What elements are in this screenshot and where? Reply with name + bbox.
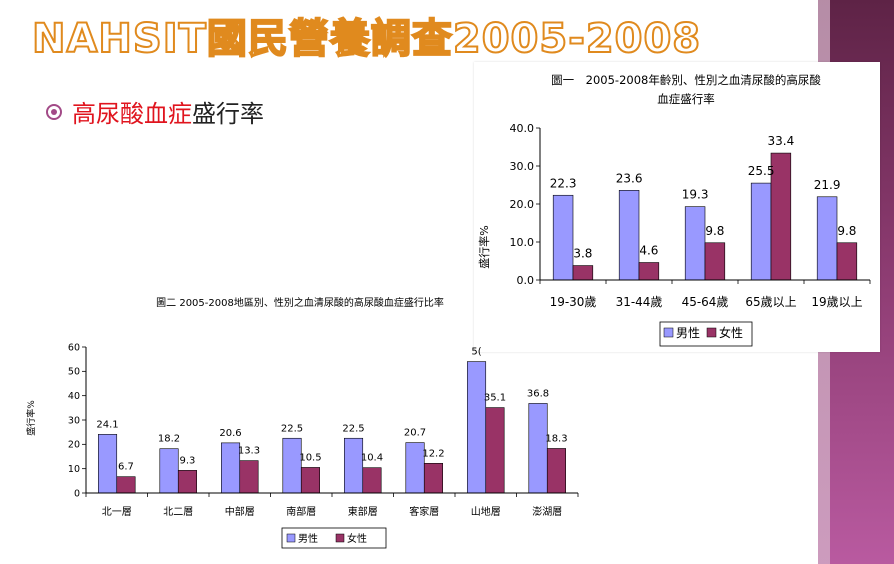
- c1-value-label: 9.8: [837, 224, 856, 238]
- chart1-legend-female: 女性: [719, 325, 743, 340]
- c2-value-label: 22.5: [281, 423, 303, 434]
- c2-bar-male: [98, 434, 118, 494]
- slide-title: NAHSIT國民營養調查2005-2008: [31, 15, 702, 63]
- c1-category-label: 65歲以上: [745, 295, 796, 309]
- c2-bar-male: [528, 403, 548, 494]
- c1-bar-female: [572, 265, 594, 281]
- c2-bar-male: [343, 437, 364, 494]
- chart1-legend-male-swatch: [663, 327, 674, 338]
- c2-bar-female: [239, 460, 259, 494]
- c2-value-label: 18.3: [545, 433, 567, 444]
- c2-value-label: 35.1: [484, 393, 506, 404]
- bullet-circle-icon: [46, 103, 62, 120]
- chart1-title-line2: 血症盛行率: [657, 92, 715, 106]
- bullet-point: 高尿酸血症盛行率: [46, 94, 264, 129]
- c2-bar-female: [546, 448, 567, 494]
- c1-category-label: 19歲以上: [811, 295, 862, 309]
- c2-bar-female: [423, 463, 444, 494]
- c1-bar-male: [552, 194, 574, 281]
- c2-value-label: 10.4: [361, 453, 383, 464]
- c1-value-label: 33.4: [768, 134, 795, 148]
- c2-bar-male: [159, 448, 179, 494]
- c2-bar-female: [362, 467, 382, 494]
- chart2-title: 圖二 2005-2008地區別、性別之血清尿酸的高尿酸血症盛行比率: [156, 296, 444, 309]
- c2-category-label: 北一層: [102, 506, 132, 518]
- c2-value-label: 22.5: [342, 423, 364, 434]
- chart2-legend-male: 男性: [298, 532, 318, 545]
- c2-bar-male: [466, 361, 487, 494]
- c2-ytick-label: 0: [74, 488, 80, 499]
- c2-value-label: 13.3: [238, 446, 260, 457]
- c1-category-label: 31-44歲: [616, 295, 663, 309]
- chart1: 圖一 2005-2008年齡別、性別之血清尿酸的高尿酸 血症盛行率 盛行率% 2…: [477, 73, 871, 347]
- c2-value-label: 12.2: [422, 448, 444, 459]
- c2-value-label: 6.7: [118, 462, 134, 473]
- c1-bar-male: [750, 182, 772, 281]
- c1-bar-female: [836, 242, 858, 281]
- c1-value-label: 22.3: [550, 176, 577, 190]
- c2-ytick-label: 50: [68, 367, 80, 378]
- c2-bar-female: [116, 476, 136, 494]
- c1-value-label: 23.6: [616, 171, 643, 185]
- c2-value-label: 36.8: [527, 388, 549, 399]
- c2-ytick-label: 40: [68, 391, 80, 402]
- c1-ytick-label: 20.0: [510, 198, 535, 211]
- c2-bar-female: [300, 467, 321, 494]
- c1-ytick-label: 40.0: [510, 122, 535, 135]
- c2-value-label: 20.7: [404, 428, 426, 439]
- c1-bar-female: [638, 262, 660, 281]
- c2-bar-female: [177, 470, 198, 494]
- c1-bar-female: [704, 242, 726, 281]
- c2-bar-male: [282, 437, 302, 494]
- chart2: 圖二 2005-2008地區別、性別之血清尿酸的高尿酸血症盛行比率 盛行率% 2…: [25, 296, 579, 549]
- chart2-legend-female-swatch: [335, 533, 345, 543]
- chart1-legend-female-swatch: [706, 327, 717, 338]
- c1-category-label: 19-30歲: [550, 295, 597, 309]
- c2-value-label: 5(: [471, 347, 481, 358]
- bullet-text-highlight: 高尿酸血症: [72, 100, 192, 128]
- c2-category-label: 澎湖層: [532, 506, 562, 518]
- c2-value-label: 20.6: [219, 428, 241, 439]
- c1-bar-male: [618, 190, 640, 281]
- c2-value-label: 18.2: [158, 434, 180, 445]
- c2-category-label: 客家層: [409, 505, 439, 518]
- c2-ytick-label: 30: [68, 415, 80, 426]
- c2-ytick-label: 10: [68, 464, 80, 475]
- chart2-legend-female: 女性: [347, 532, 367, 545]
- c2-category-label: 中部層: [225, 505, 255, 518]
- c2-ytick-label: 60: [68, 342, 80, 353]
- c1-ytick-label: 0.0: [517, 274, 535, 287]
- chart1-legend: 男性 女性: [659, 321, 753, 347]
- c2-value-label: 10.5: [299, 452, 321, 463]
- c2-value-label: 9.3: [180, 455, 196, 466]
- c2-category-label: 南部層: [286, 505, 316, 518]
- c1-value-label: 25.5: [748, 164, 775, 178]
- c2-value-label: 24.1: [96, 419, 118, 430]
- c1-category-label: 45-64歲: [682, 295, 729, 309]
- c1-value-label: 19.3: [682, 188, 709, 202]
- chart2-ylabel: 盛行率%: [25, 400, 37, 436]
- chart2-legend-male-swatch: [286, 533, 296, 543]
- c1-value-label: 3.8: [573, 247, 592, 261]
- chart1-panel: 圖一 2005-2008年齡別、性別之血清尿酸的高尿酸 血症盛行率 盛行率% 2…: [474, 62, 880, 352]
- bullet-text: 盛行率: [192, 100, 264, 128]
- c2-bar-female: [485, 407, 505, 494]
- chart1-legend-male: 男性: [676, 326, 700, 340]
- c1-bar-male: [816, 196, 838, 281]
- c1-bar-male: [684, 206, 706, 281]
- chart1-ylabel: 盛行率%: [477, 225, 491, 268]
- chart1-title-line1: 圖一 2005-2008年齡別、性別之血清尿酸的高尿酸: [551, 73, 821, 87]
- c2-category-label: 山地層: [471, 505, 501, 518]
- chart2-legend: 男性 女性: [281, 527, 387, 549]
- c1-value-label: 4.6: [639, 244, 658, 258]
- c1-value-label: 21.9: [814, 178, 841, 192]
- c1-ytick-label: 10.0: [510, 236, 535, 249]
- c1-value-label: 9.8: [705, 224, 724, 238]
- c2-ytick-label: 20: [68, 440, 80, 451]
- c1-ytick-label: 30.0: [510, 160, 535, 173]
- c2-category-label: 東部層: [348, 505, 378, 518]
- c2-category-label: 北二層: [163, 506, 193, 518]
